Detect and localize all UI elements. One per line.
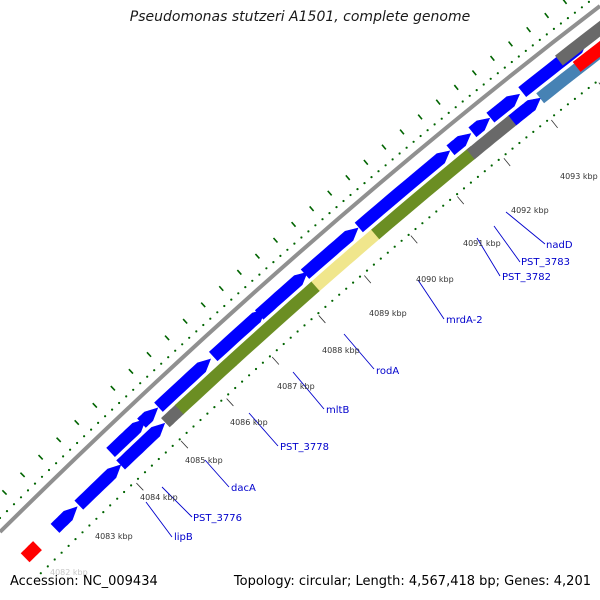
rrna-left: [20, 541, 42, 563]
cds-outer-5: [300, 227, 359, 279]
tick-label-4085: 4085 kbp: [185, 456, 223, 465]
feature-track: [20, 20, 600, 563]
tick-label-4088: 4088 kbp: [322, 346, 360, 355]
tick-label-4089: 4089 kbp: [369, 309, 407, 318]
cds-outer-9: [486, 93, 521, 123]
rrna-right: [572, 40, 600, 72]
gene-label-rodA[interactable]: rodA: [376, 366, 399, 377]
cds-inner-1: [74, 464, 122, 510]
tick-label-4091: 4091 kbp: [463, 239, 501, 248]
leader-3: [248, 412, 279, 447]
gene-label-mrdA-2[interactable]: mrdA-2: [446, 315, 483, 326]
tick-label-4082: 4082 kbp: [50, 568, 88, 577]
gene-label-dacA[interactable]: dacA: [231, 483, 256, 494]
gene-label-PST_3778[interactable]: PST_3778: [280, 442, 329, 453]
cds-outer-0: [106, 418, 147, 458]
gene-label-mltB[interactable]: mltB: [326, 405, 349, 416]
leader-9: [505, 211, 546, 245]
genome-backbone: [0, 4, 600, 534]
tick-label-4083: 4083 kbp: [95, 532, 133, 541]
leader-5: [343, 333, 375, 370]
label-leader-lines: [145, 211, 546, 538]
cds-outer-6: [354, 150, 451, 233]
cds-inner-9: [508, 97, 541, 126]
gene-label-PST_3776[interactable]: PST_3776: [193, 513, 242, 524]
leader-2: [204, 459, 230, 488]
major-ticks: [136, 82, 600, 491]
gene-label-PST_3782[interactable]: PST_3782: [502, 272, 551, 283]
gene-label-lipB[interactable]: lipB: [174, 532, 193, 543]
leader-0: [145, 501, 173, 538]
cds-outer-1: [137, 407, 159, 428]
genome-summary-text: Topology: circular; Length: 4,567,418 bp…: [233, 574, 591, 589]
leader-8: [493, 225, 521, 263]
grey-block-right: [554, 20, 600, 66]
tick-label-4093: 4093 kbp: [560, 172, 598, 181]
cds-inner-0: [50, 506, 78, 533]
cds-outer-4: [254, 271, 308, 320]
cds-outer-7: [446, 133, 472, 156]
tick-label-4084: 4084 kbp: [140, 493, 178, 502]
map-title: Pseudomonas stutzeri A1501, complete gen…: [129, 9, 471, 25]
tick-dot-rings: [0, 0, 597, 575]
cds-outer-2: [154, 358, 212, 412]
cds-outer-8: [468, 117, 491, 138]
minor-ticks: [1, 0, 568, 496]
tick-label-4092: 4092 kbp: [511, 206, 549, 215]
leader-1: [161, 486, 193, 518]
leader-4: [292, 371, 325, 410]
accession-text: Accession: NC_009434: [10, 574, 158, 589]
cds-inner-2: [116, 422, 166, 470]
tick-label-4087: 4087 kbp: [277, 382, 315, 391]
cds-inner-7: [371, 145, 480, 240]
leader-7: [476, 237, 501, 277]
leader-6: [417, 279, 445, 320]
gene-label-nadD[interactable]: nadD: [546, 240, 573, 251]
tick-label-4086: 4086 kbp: [230, 418, 268, 427]
gene-label-PST_3783[interactable]: PST_3783: [521, 257, 570, 268]
cds-inner-8: [466, 115, 517, 160]
tick-label-4090: 4090 kbp: [416, 275, 454, 284]
